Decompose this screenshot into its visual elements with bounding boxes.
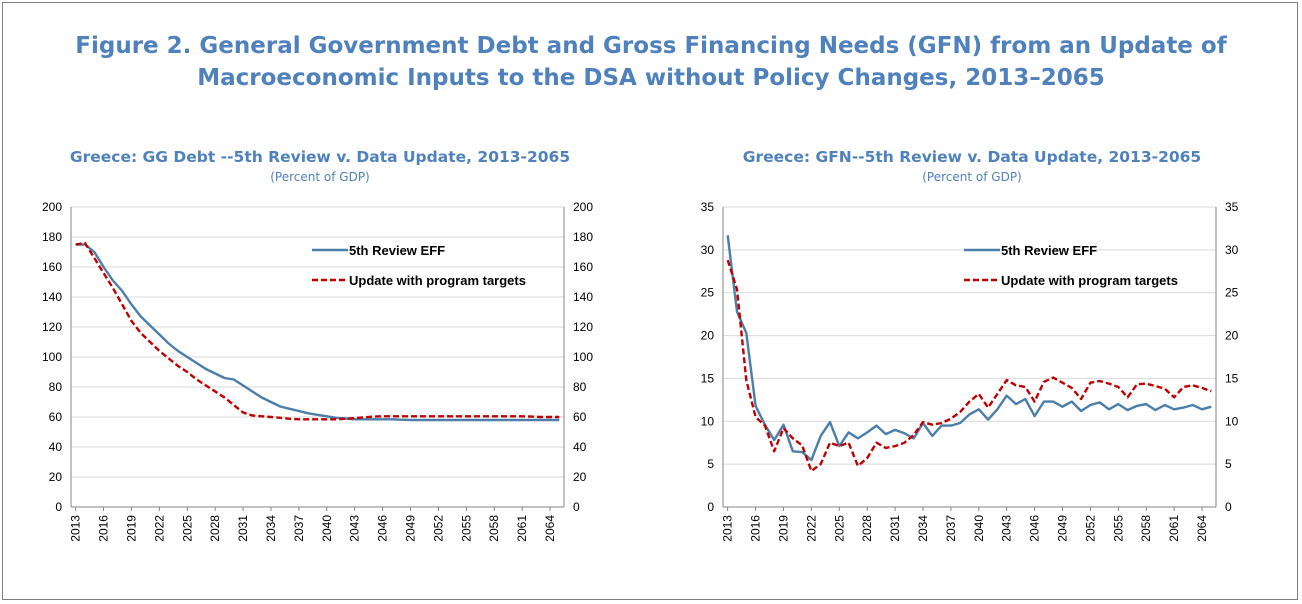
figure-title: Figure 2. General Government Debt and Gr… xyxy=(0,30,1302,94)
gfn-y-tick-label-left: 0 xyxy=(707,500,714,514)
debt-x-tick-label: 2043 xyxy=(348,515,362,542)
debt-y-tick-label-left: 180 xyxy=(42,230,62,244)
gfn-y-tick-label-left: 30 xyxy=(701,243,715,257)
gfn-x-tick-label: 2049 xyxy=(1056,515,1070,542)
gfn-y-tick-label-right: 5 xyxy=(1225,457,1232,471)
gfn-x-tick-label: 2055 xyxy=(1111,515,1125,542)
debt-x-tick-label: 2040 xyxy=(320,515,334,542)
gfn-y-tick-label-right: 25 xyxy=(1225,286,1239,300)
gfn-y-tick-label-right: 15 xyxy=(1225,371,1239,385)
debt-x-tick-label: 2031 xyxy=(236,515,250,542)
gfn-legend-label: Update with program targets xyxy=(1001,273,1178,288)
debt-y-tick-label-right: 160 xyxy=(573,260,593,274)
gfn-y-tick-label-left: 25 xyxy=(701,286,715,300)
debt-y-tick-label-left: 20 xyxy=(49,470,63,484)
gfn-y-tick-label-left: 20 xyxy=(701,329,715,343)
gfn-y-tick-label-right: 35 xyxy=(1225,200,1239,214)
debt-y-tick-label-right: 40 xyxy=(573,440,587,454)
gfn-y-tick-label-right: 30 xyxy=(1225,243,1239,257)
debt-x-tick-label: 2016 xyxy=(97,515,111,542)
debt-legend-label: 5th Review EFF xyxy=(349,243,445,258)
debt-x-tick-label: 2052 xyxy=(431,515,445,542)
gfn-x-tick-label: 2046 xyxy=(1028,515,1042,542)
debt-y-tick-label-left: 40 xyxy=(49,440,63,454)
debt-y-tick-label-left: 120 xyxy=(42,320,62,334)
figure-title-line-1: Figure 2. General Government Debt and Gr… xyxy=(75,33,1227,59)
gfn-x-tick-label: 2034 xyxy=(916,515,930,542)
debt-y-tick-label-right: 200 xyxy=(573,200,593,214)
gfn-y-tick-label-left: 5 xyxy=(707,457,714,471)
debt-chart-subtitle: (Percent of GDP) xyxy=(270,170,370,184)
gfn-x-tick-label: 2025 xyxy=(832,515,846,542)
gfn-y-tick-label-right: 10 xyxy=(1225,414,1239,428)
debt-y-tick-label-left: 60 xyxy=(49,410,63,424)
gfn-x-tick-label: 2028 xyxy=(860,515,874,542)
gfn-x-tick-label: 2037 xyxy=(944,515,958,542)
debt-x-tick-label: 2025 xyxy=(180,515,194,542)
figure-title-line-2: Macroeconomic Inputs to the DSA without … xyxy=(197,65,1105,91)
debt-y-tick-label-left: 160 xyxy=(42,260,62,274)
debt-y-tick-label-right: 180 xyxy=(573,230,593,244)
debt-y-tick-label-right: 60 xyxy=(573,410,587,424)
debt-x-tick-label: 2034 xyxy=(264,515,278,542)
gfn-x-tick-label: 2061 xyxy=(1167,515,1181,542)
debt-chart-title: Greece: GG Debt --5th Review v. Data Upd… xyxy=(69,148,571,166)
debt-x-tick-label: 2028 xyxy=(208,515,222,542)
debt-x-tick-label: 2046 xyxy=(376,515,390,542)
debt-x-tick-label: 2019 xyxy=(124,515,138,542)
gfn-legend-label: 5th Review EFF xyxy=(1001,243,1097,258)
gfn-x-tick-label: 2031 xyxy=(888,515,902,542)
gfn-chart-panel: Greece: GFN--5th Review v. Data Update, … xyxy=(652,140,1292,580)
debt-chart-panel: Greece: GG Debt --5th Review v. Data Upd… xyxy=(0,140,640,580)
debt-x-tick-label: 2049 xyxy=(404,515,418,542)
gfn-chart-title: Greece: GFN--5th Review v. Data Update, … xyxy=(742,148,1202,166)
gfn-series-update-line xyxy=(726,259,1212,473)
debt-y-tick-label-right: 140 xyxy=(573,290,593,304)
debt-y-tick-label-left: 140 xyxy=(42,290,62,304)
debt-y-tick-label-right: 0 xyxy=(573,500,580,514)
debt-x-tick-label: 2055 xyxy=(459,515,473,542)
debt-legend-label: Update with program targets xyxy=(349,273,526,288)
gfn-y-tick-label-left: 15 xyxy=(701,371,715,385)
debt-y-tick-label-left: 100 xyxy=(42,350,62,364)
debt-y-tick-label-left: 200 xyxy=(42,200,62,214)
gfn-x-tick-label: 2052 xyxy=(1083,515,1097,542)
debt-y-tick-label-right: 100 xyxy=(573,350,593,364)
debt-x-tick-label: 2058 xyxy=(487,515,501,542)
gfn-y-tick-label-left: 35 xyxy=(701,200,715,214)
gfn-chart-subtitle: (Percent of GDP) xyxy=(922,170,1022,184)
gfn-y-tick-label-right: 0 xyxy=(1225,500,1232,514)
debt-x-tick-label: 2013 xyxy=(69,515,83,542)
gfn-x-tick-label: 2058 xyxy=(1139,515,1153,542)
gfn-x-tick-label: 2019 xyxy=(776,515,790,542)
debt-series-update-line xyxy=(75,241,560,421)
debt-y-tick-label-left: 80 xyxy=(49,380,63,394)
gfn-y-tick-label-right: 20 xyxy=(1225,329,1239,343)
gfn-x-tick-label: 2043 xyxy=(1000,515,1014,542)
gfn-x-tick-label: 2013 xyxy=(721,515,735,542)
debt-x-tick-label: 2061 xyxy=(515,515,529,542)
debt-x-tick-label: 2022 xyxy=(152,515,166,542)
debt-x-tick-label: 2064 xyxy=(543,515,557,542)
debt-y-tick-label-left: 0 xyxy=(55,500,62,514)
gfn-x-tick-label: 2064 xyxy=(1195,515,1209,542)
gfn-series-review-line xyxy=(726,235,1212,462)
debt-y-tick-label-right: 120 xyxy=(573,320,593,334)
gfn-x-tick-label: 2040 xyxy=(972,515,986,542)
debt-y-tick-label-right: 80 xyxy=(573,380,587,394)
gfn-y-tick-label-left: 10 xyxy=(701,414,715,428)
gfn-x-tick-label: 2022 xyxy=(804,515,818,542)
debt-y-tick-label-right: 20 xyxy=(573,470,587,484)
debt-series-review-line xyxy=(75,243,560,422)
debt-x-tick-label: 2037 xyxy=(292,515,306,542)
gfn-x-tick-label: 2016 xyxy=(749,515,763,542)
